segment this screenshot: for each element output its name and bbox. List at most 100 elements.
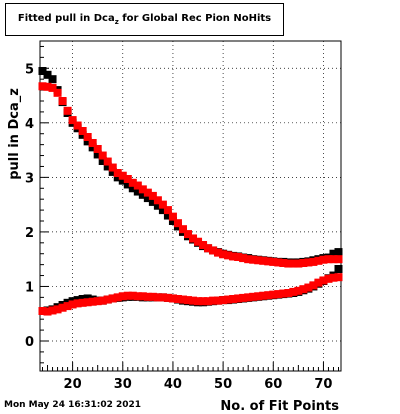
red-point-upper — [319, 255, 328, 264]
black-point-upper — [138, 190, 147, 199]
black-point-upper — [148, 197, 157, 206]
y-tick-label: 2 — [25, 226, 34, 241]
black-point-lower — [334, 265, 343, 273]
black-point-upper — [153, 201, 162, 210]
title-main: Fitted pull in Dca — [17, 13, 115, 24]
black-point-upper — [108, 167, 117, 176]
black-point-upper — [163, 211, 172, 220]
y-tick-label: 3 — [25, 171, 34, 186]
black-point-upper — [334, 248, 343, 257]
red-point-lower — [113, 293, 122, 302]
red-point-lower — [43, 307, 52, 316]
red-point-lower — [38, 307, 47, 315]
red-point-lower — [163, 293, 172, 302]
red-point-lower — [254, 292, 263, 301]
red-point-upper — [118, 171, 127, 180]
red-point-lower — [48, 306, 57, 315]
x-tick-label: 40 — [164, 377, 182, 392]
red-point-upper — [194, 237, 203, 246]
red-point-upper — [143, 188, 152, 197]
red-point-upper — [309, 257, 318, 266]
red-point-upper — [264, 257, 273, 266]
black-point-upper — [83, 137, 92, 146]
x-axis-label: No. of Fit Points — [220, 399, 339, 414]
red-point-upper — [254, 256, 263, 265]
chart-title: Fitted pull in Dcaz for Global Rec Pion … — [6, 13, 283, 26]
red-point-upper — [234, 253, 243, 261]
red-point-lower — [148, 292, 157, 301]
red-point-upper — [58, 97, 67, 105]
red-point-lower — [118, 292, 127, 301]
red-point-lower — [189, 296, 198, 305]
red-point-lower — [224, 295, 233, 304]
red-point-upper — [108, 163, 117, 172]
red-point-lower — [68, 300, 77, 309]
red-point-upper — [214, 248, 223, 257]
red-point-upper — [299, 259, 308, 267]
red-point-lower — [299, 285, 308, 294]
red-point-upper — [229, 252, 238, 261]
red-point-upper — [279, 259, 288, 267]
red-point-lower — [83, 298, 92, 307]
red-point-lower — [128, 291, 137, 300]
red-point-lower — [239, 293, 248, 302]
red-point-lower — [319, 276, 328, 285]
red-point-upper — [38, 82, 47, 91]
red-point-upper — [148, 191, 157, 200]
chart-title-box: Fitted pull in Dcaz for Global Rec Pion … — [5, 3, 284, 36]
black-point-upper — [168, 217, 177, 225]
black-point-upper — [128, 184, 137, 193]
red-point-lower — [309, 281, 318, 290]
red-point-lower — [168, 294, 177, 303]
red-point-upper — [173, 219, 182, 228]
red-point-upper — [274, 258, 283, 267]
red-point-lower — [214, 296, 223, 305]
red-point-upper — [269, 257, 278, 266]
red-point-lower — [334, 273, 343, 282]
red-point-upper — [219, 250, 228, 259]
red-point-lower — [289, 287, 298, 296]
black-point-upper — [43, 70, 52, 79]
black-point-upper — [48, 75, 57, 84]
red-point-lower — [183, 296, 192, 305]
red-point-upper — [244, 255, 253, 264]
red-point-upper — [183, 230, 192, 239]
red-point-lower — [103, 295, 112, 304]
black-point-upper — [118, 176, 127, 185]
red-point-upper — [334, 255, 343, 264]
red-point-upper — [304, 258, 313, 267]
red-point-upper — [78, 127, 87, 135]
red-point-lower — [284, 289, 293, 297]
red-point-lower — [304, 283, 313, 292]
tick-labels: 20 30 40 50 60 70 0 1 2 3 4 5 — [25, 62, 333, 392]
red-point-upper — [68, 116, 77, 125]
red-point-lower — [234, 294, 243, 303]
red-point-upper — [163, 206, 172, 215]
red-point-lower — [138, 292, 147, 301]
black-point-upper — [158, 206, 167, 215]
red-point-upper — [153, 196, 162, 205]
red-point-lower — [63, 302, 72, 311]
data-points — [38, 67, 343, 316]
y-tick-label: 4 — [25, 117, 34, 132]
red-point-upper — [48, 83, 57, 92]
red-point-lower — [219, 296, 228, 305]
red-point-upper — [324, 255, 333, 264]
red-point-upper — [53, 88, 62, 97]
red-point-upper — [138, 185, 147, 194]
black-point-upper — [98, 157, 107, 165]
red-point-lower — [73, 299, 82, 308]
red-point-upper — [289, 259, 298, 268]
red-point-upper — [178, 225, 187, 234]
red-point-lower — [229, 295, 238, 303]
x-tick-label: 30 — [114, 377, 132, 392]
y-tick-label: 0 — [25, 335, 34, 350]
red-point-lower — [294, 286, 303, 295]
red-point-lower — [178, 295, 187, 304]
red-point-upper — [128, 178, 137, 187]
red-point-lower — [269, 290, 278, 299]
black-point-upper — [123, 180, 132, 189]
red-point-upper — [103, 157, 112, 166]
red-point-lower — [244, 293, 253, 302]
